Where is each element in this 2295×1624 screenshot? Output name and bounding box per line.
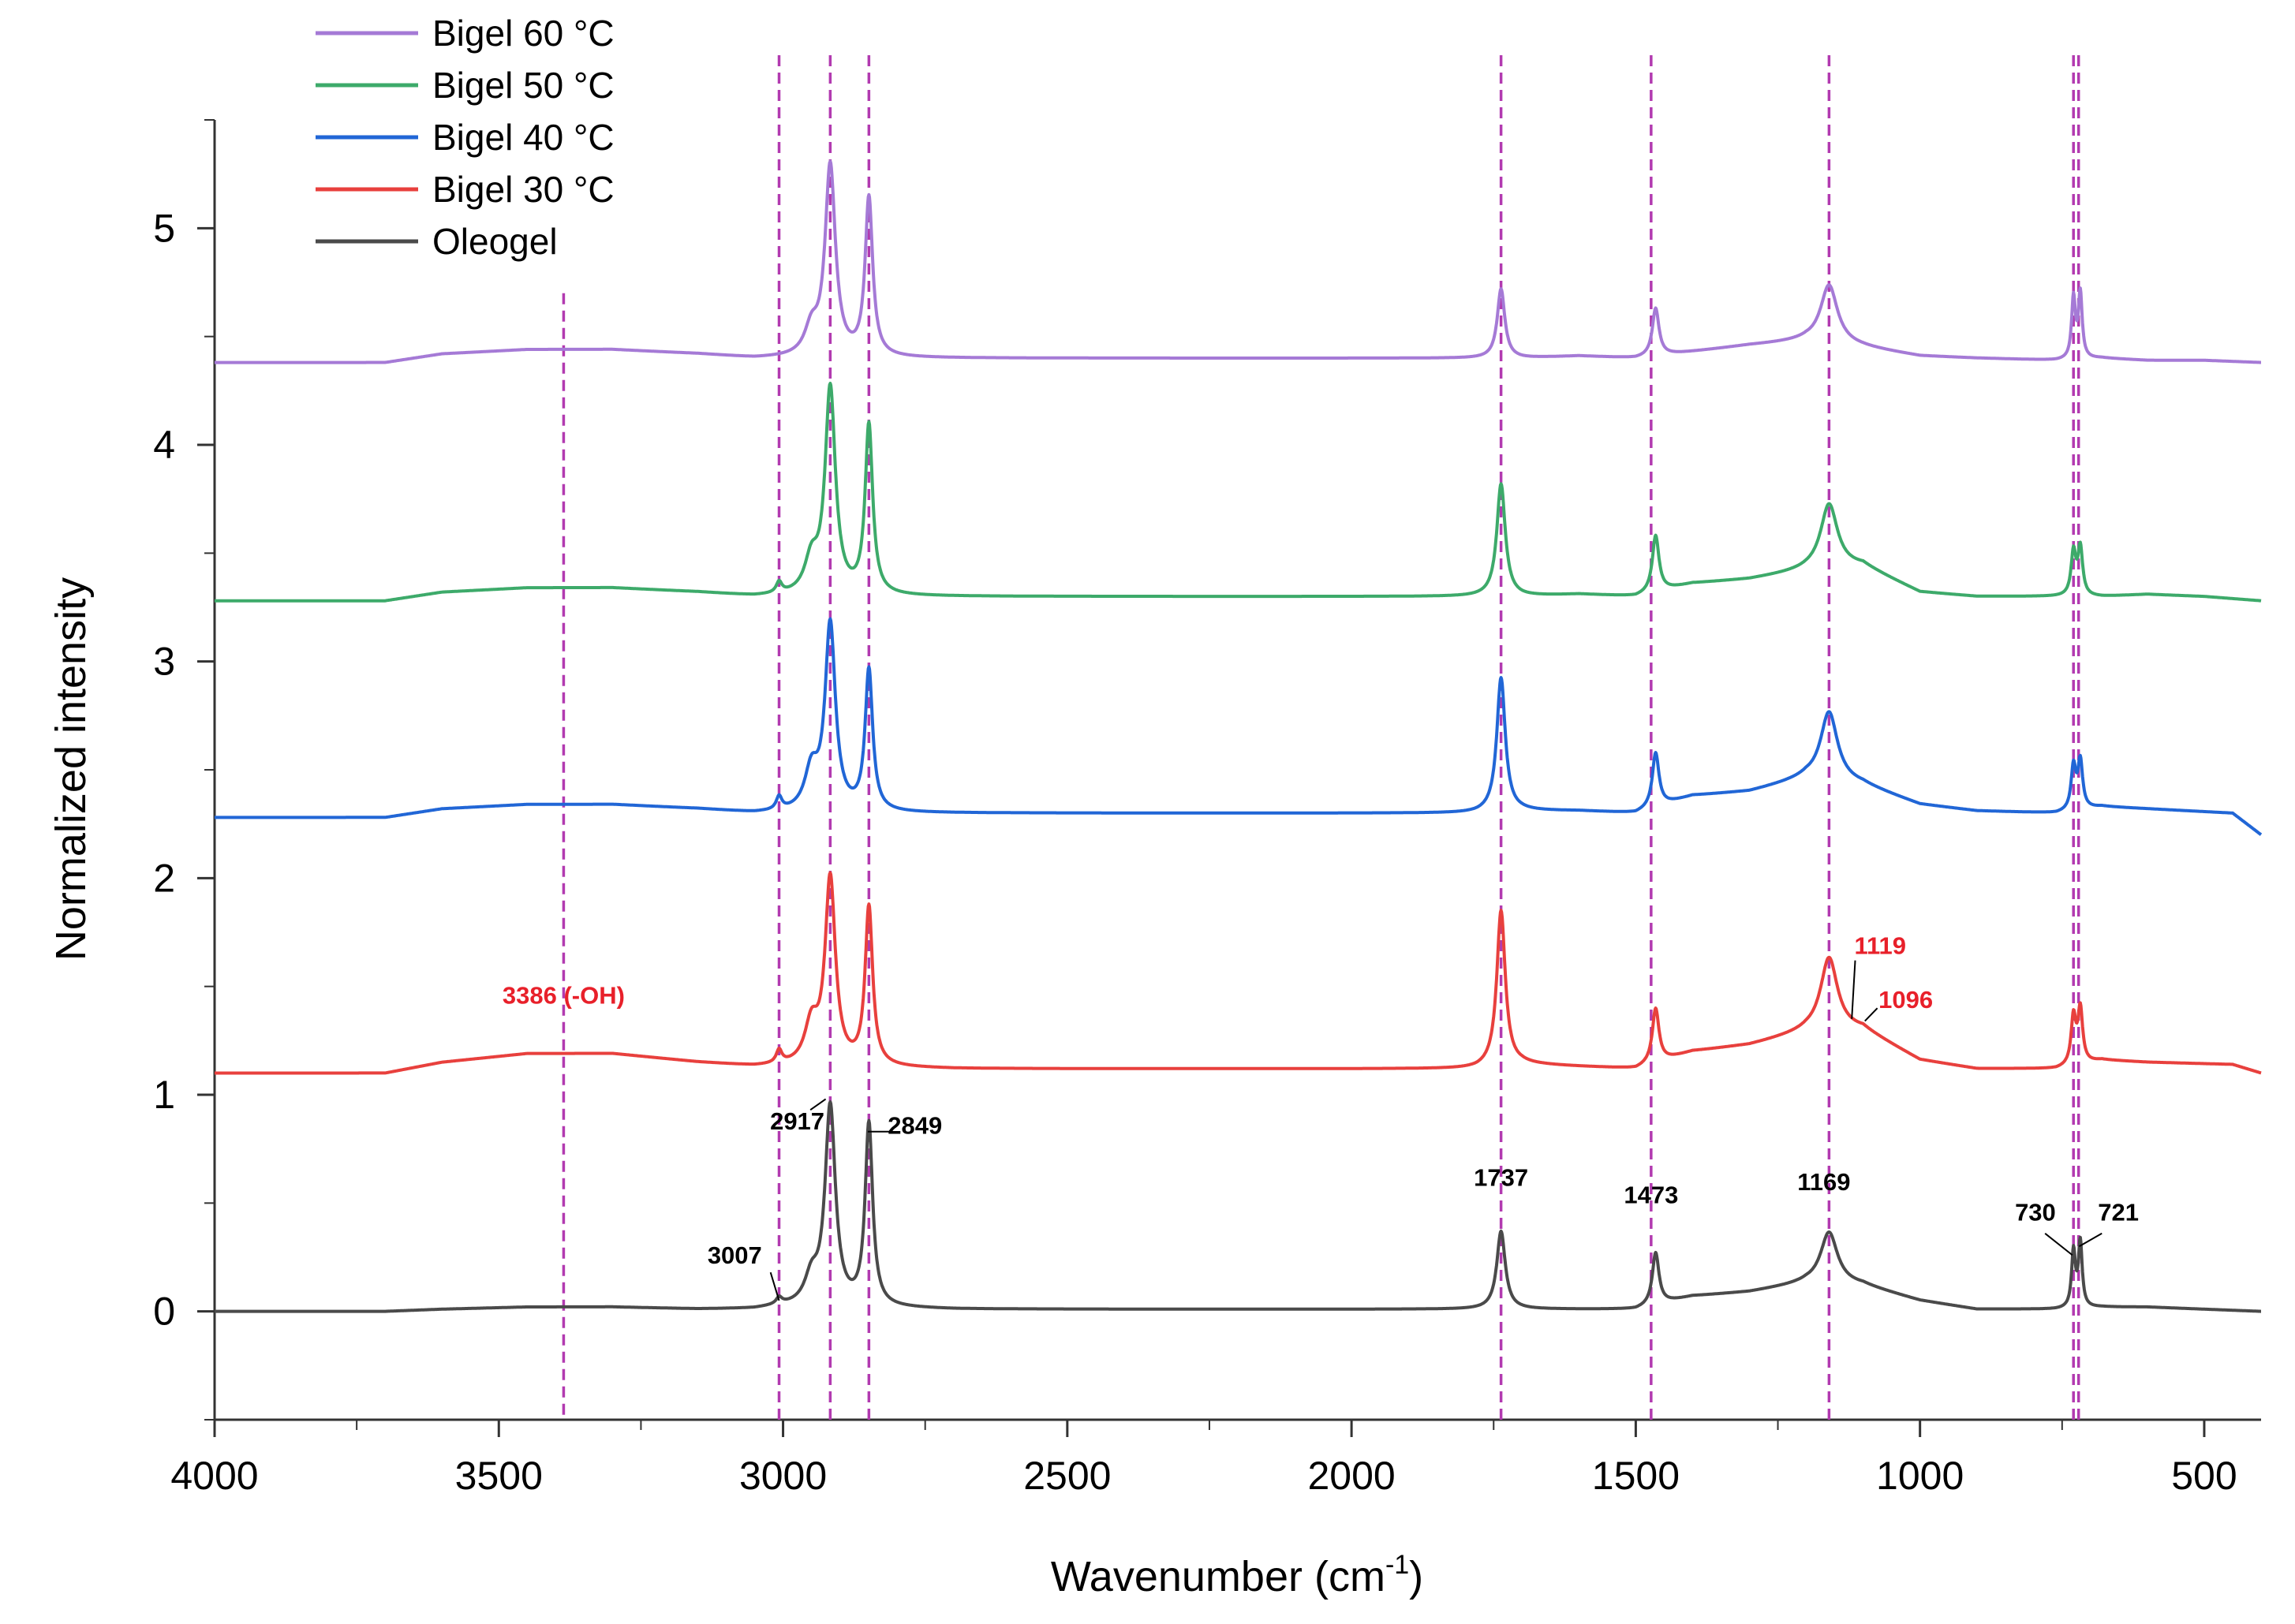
peak-label: 1119 (1854, 931, 1906, 959)
axes: 4000 3500 3000 2500 2000 1500 1000 500 0 1 2 3 4 5 (153, 119, 2261, 1498)
peak-label: 3386 (-OH) (503, 982, 625, 1010)
y-tick-label: 2 (153, 856, 175, 900)
y-tick-label: 5 (153, 206, 175, 250)
spectra-series (213, 159, 2263, 1313)
peak-label: 1473 (1624, 1181, 1678, 1208)
legend-label-1: Bigel 50 °C (432, 65, 615, 106)
peak-label: 1737 (1474, 1163, 1528, 1191)
x-tick-label: 1000 (1876, 1454, 1964, 1498)
series-line-0 (213, 159, 2263, 364)
annotation-leader (2044, 1233, 2073, 1256)
annotation-leader (1851, 960, 1856, 1019)
x-axis-title: Wavenumber (cm-1) (1051, 1550, 1423, 1600)
y-axis-title: Normalized intensity (47, 577, 95, 961)
annotation-leader (769, 1271, 780, 1301)
peak-annotations: 3386 (-OH) 2917 2849 3007 1737 1473 1169 730 721… (503, 931, 2139, 1301)
legend-label-3: Bigel 30 °C (432, 169, 615, 210)
series-line-4 (213, 1100, 2263, 1313)
x-tick-label: 3000 (739, 1454, 827, 1498)
x-tick-label: 1500 (1592, 1454, 1680, 1498)
peak-label: 3007 (708, 1241, 762, 1269)
y-tick-label: 3 (153, 640, 175, 684)
x-tick-label: 4000 (170, 1454, 258, 1498)
series-line-3 (213, 871, 2263, 1075)
legend-label-2: Bigel 40 °C (432, 117, 615, 158)
x-tick-label: 2000 (1307, 1454, 1395, 1498)
peak-label: 1096 (1878, 986, 1933, 1014)
reference-lines (562, 55, 2080, 1420)
peak-label: 2917 (770, 1107, 824, 1135)
y-tick-label: 4 (153, 423, 175, 467)
annotation-leader (1864, 1007, 1878, 1022)
peak-label: 721 (2098, 1198, 2139, 1226)
legend: Bigel 60 °C Bigel 50 °C Bigel 40 °C Bigel 3… (316, 13, 615, 262)
annotation-leader (809, 1098, 827, 1111)
x-tick-label: 500 (2171, 1454, 2237, 1498)
x-tick-label: 2500 (1023, 1454, 1111, 1498)
peak-label: 1169 (1797, 1168, 1850, 1196)
legend-label-0: Bigel 60 °C (432, 13, 615, 54)
series-line-2 (213, 617, 2263, 836)
annotation-leader (2078, 1232, 2103, 1248)
peak-label: 730 (2015, 1198, 2056, 1226)
y-tick-label: 1 (153, 1073, 175, 1117)
x-tick-label: 3500 (455, 1454, 543, 1498)
legend-label-4: Oleogel (432, 221, 558, 262)
y-tick-label: 0 (153, 1290, 175, 1334)
series-line-1 (213, 382, 2263, 603)
peak-label: 2849 (888, 1111, 942, 1139)
